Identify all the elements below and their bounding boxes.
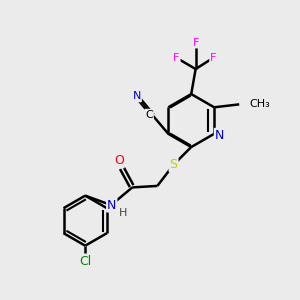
Text: C: C: [145, 110, 153, 120]
Text: F: F: [173, 53, 180, 63]
Text: N: N: [107, 199, 116, 212]
Text: O: O: [114, 154, 124, 167]
Text: S: S: [169, 158, 178, 171]
Text: N: N: [133, 92, 141, 101]
Text: CH₃: CH₃: [250, 99, 270, 110]
Text: H: H: [119, 208, 128, 218]
Text: Cl: Cl: [79, 254, 91, 268]
Text: N: N: [215, 129, 224, 142]
Text: F: F: [193, 38, 199, 47]
Text: F: F: [210, 53, 217, 63]
